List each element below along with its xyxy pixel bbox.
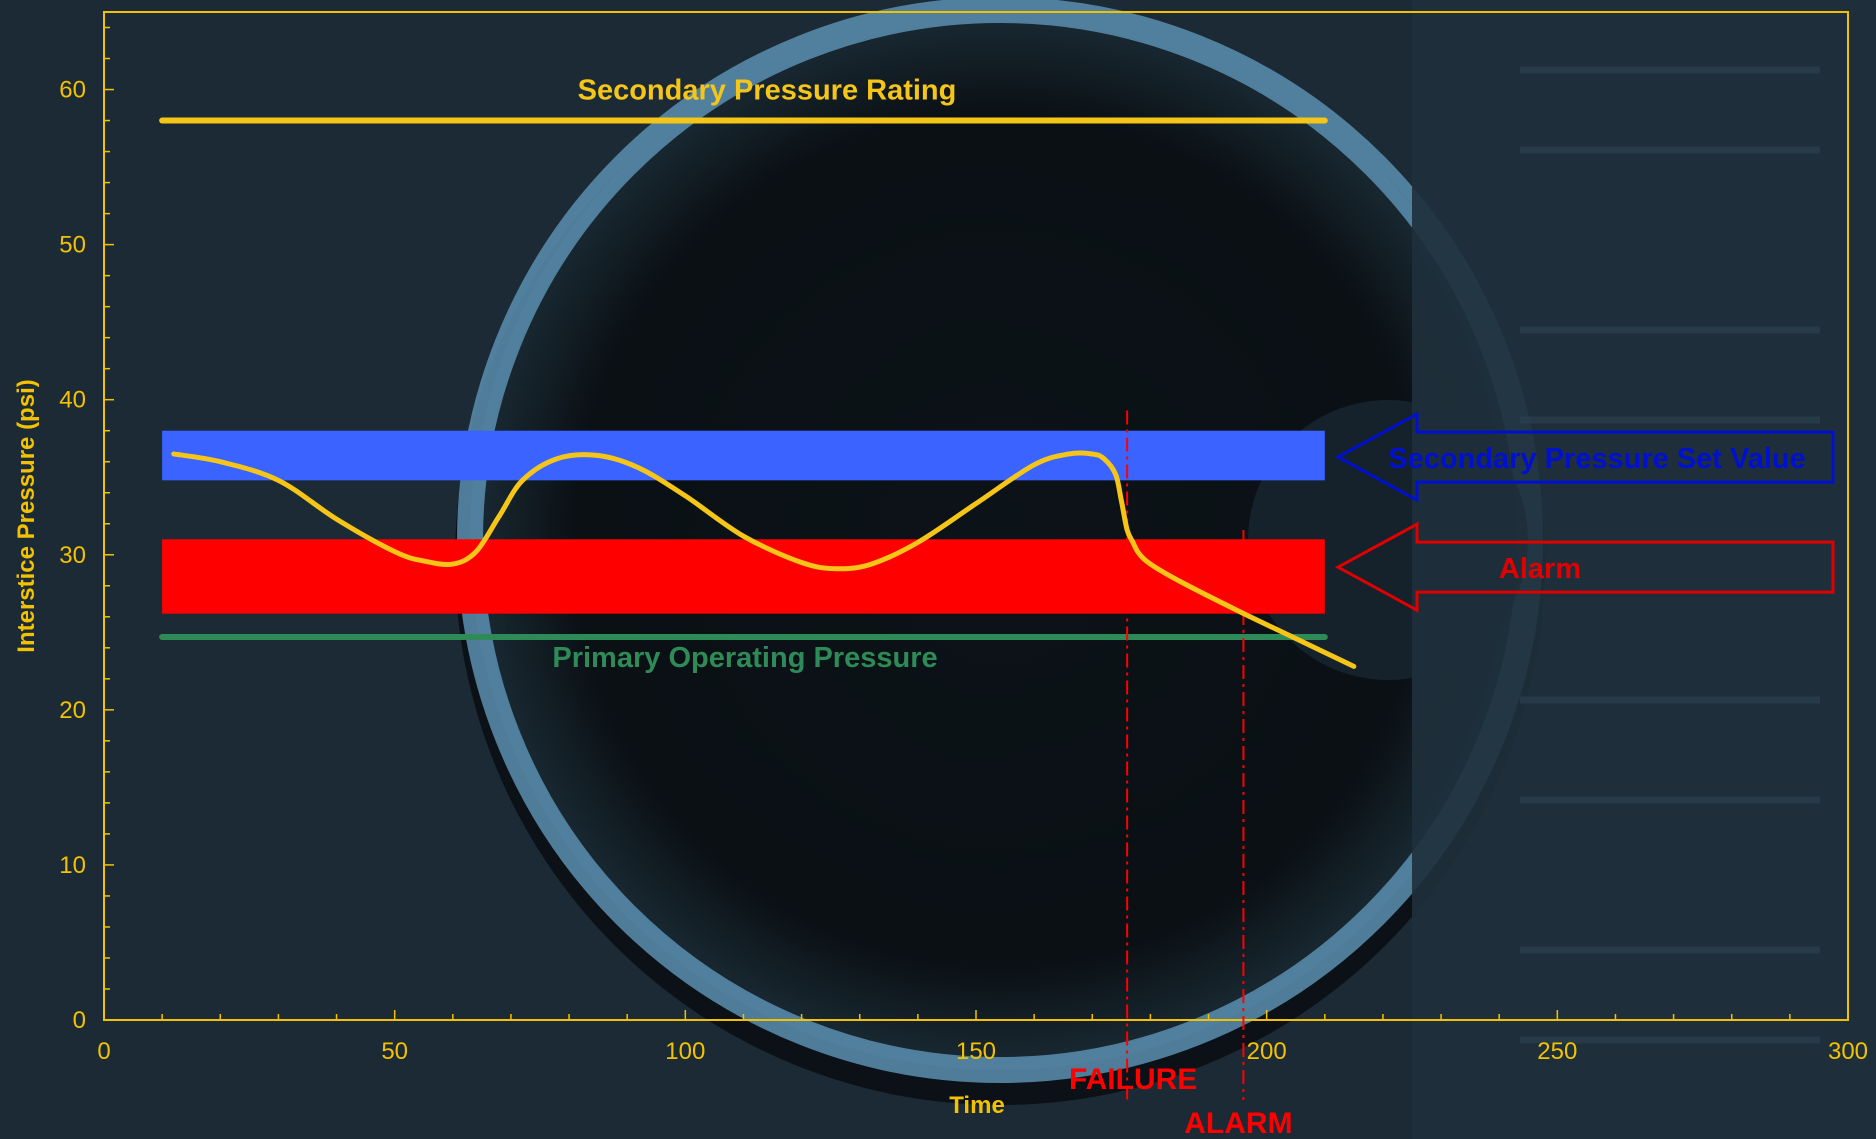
pressure-series-line <box>171 450 1357 669</box>
set-value-band <box>162 430 1325 481</box>
alarm-event-label: ALARM <box>1184 1107 1292 1139</box>
bands <box>162 430 1325 614</box>
alarm-callout-label: Alarm <box>1499 553 1581 585</box>
y-tick-label: 50 <box>59 232 86 259</box>
y-tick-label: 30 <box>59 542 86 569</box>
x-tick-label: 50 <box>381 1038 408 1065</box>
set-value-callout-arrow <box>1334 411 1835 503</box>
x-tick-label: 250 <box>1537 1038 1577 1065</box>
y-tick-label: 40 <box>59 387 86 414</box>
y-axis-title: Interstice Pressure (psi) <box>13 379 40 652</box>
callouts: Secondary Pressure Set Value Alarm <box>1334 411 1835 613</box>
axes: 0 10 20 30 40 50 60 0 50 100 150 200 250 300 Time Inter… <box>13 26 1868 1119</box>
y-tick-label: 60 <box>59 77 86 104</box>
y-tick-label: 0 <box>73 1007 86 1034</box>
reference-lines: Secondary Pressure Rating Primary Operati… <box>159 75 1328 674</box>
secondary-rating-line-label: Secondary Pressure Rating <box>578 75 957 107</box>
series <box>171 450 1357 669</box>
y-tick-label: 10 <box>59 852 86 879</box>
x-tick-label: 200 <box>1247 1038 1287 1065</box>
y-tick-label: 20 <box>59 697 86 724</box>
x-tick-label: 100 <box>665 1038 705 1065</box>
x-tick-label: 300 <box>1828 1038 1868 1065</box>
x-axis-title: Time <box>949 1092 1005 1119</box>
annotations: FAILURE ALARM <box>1069 1063 1293 1139</box>
alarm-callout-arrow <box>1334 521 1835 613</box>
x-tick-label: 0 <box>97 1038 110 1065</box>
set-value-callout-label: Secondary Pressure Set Value <box>1388 443 1806 475</box>
primary-operating-line-label: Primary Operating Pressure <box>552 642 937 674</box>
x-tick-label: 150 <box>956 1038 996 1065</box>
alarm-band <box>162 539 1325 614</box>
failure-label: FAILURE <box>1069 1063 1197 1096</box>
